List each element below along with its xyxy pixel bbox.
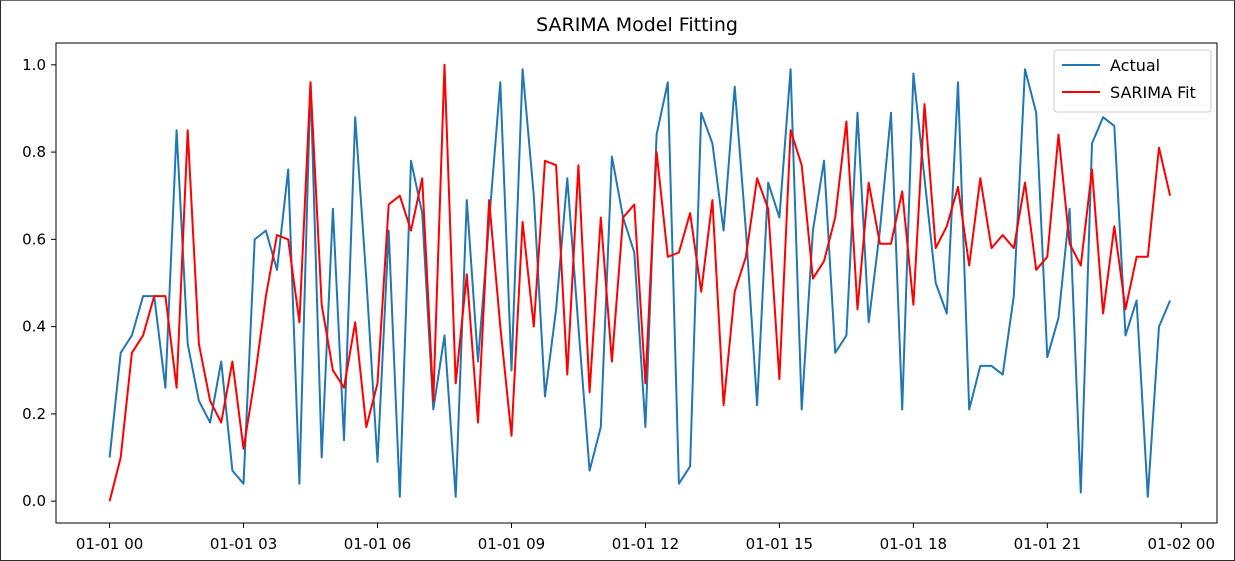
legend-label-sarima-fit: SARIMA Fit [1110,83,1196,102]
x-tick-label: 01-01 06 [344,535,411,553]
y-tick-label: 0.2 [22,405,46,423]
series-line-actual [108,68,1172,498]
y-axis: 0.0 0.2 0.4 0.6 0.8 1.0 [22,56,56,510]
y-tick-label: 1.0 [22,56,46,74]
x-tick-label: 01-01 03 [210,535,277,553]
x-tick-label: 01-01 15 [746,535,813,553]
y-tick-label: 0.0 [22,492,46,510]
x-tick-label: 01-01 21 [1014,535,1081,553]
legend-label-actual: Actual [1110,56,1160,75]
x-tick-label: 01-01 12 [612,535,679,553]
x-tick-label: 01-02 00 [1148,535,1215,553]
series-line-sarima-fit [108,63,1172,502]
x-tick-label: 01-01 18 [880,535,947,553]
series-lines [108,63,1172,502]
y-tick-label: 0.4 [22,318,46,336]
legend: Actual SARIMA Fit [1053,49,1212,113]
x-axis: 01-01 00 01-01 03 01-01 06 01-01 09 01-01 12… [76,523,1215,553]
x-tick-label: 01-01 00 [76,535,143,553]
plot-area [55,42,1218,524]
y-tick-label: 0.6 [22,230,46,248]
x-tick-label: 01-01 09 [478,535,545,553]
chart-title: SARIMA Model Fitting [536,14,738,36]
y-tick-label: 0.8 [22,143,46,161]
